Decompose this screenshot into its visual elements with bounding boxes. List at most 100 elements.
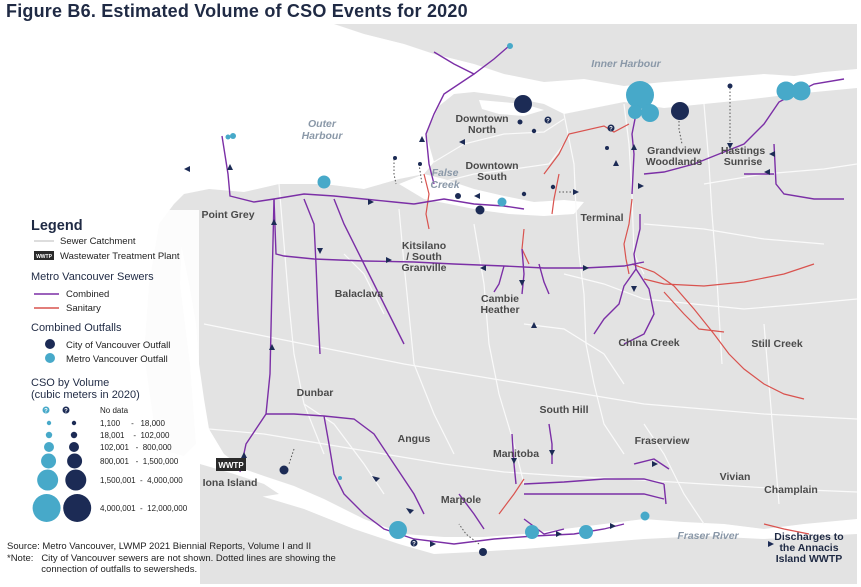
city-outfall-marker[interactable] [279, 465, 289, 475]
legend-volume-class-label: 18,001 - 102,000 [100, 431, 170, 440]
legend: Legend Sewer Catchment WWTP Wastewater T… [24, 210, 199, 540]
water-label-fraser-river: Fraser River [677, 530, 739, 542]
legend-sewer-catchment: Sewer Catchment [60, 236, 136, 247]
iona-island-land [200, 464, 279, 498]
city-outfall-marker[interactable] [475, 205, 485, 215]
water-label-false-creek: False Creek [430, 167, 460, 191]
metro-outfall-marker[interactable] [230, 133, 236, 139]
metro-outfall-marker[interactable] [641, 104, 659, 122]
metro-outfall-marker[interactable] [791, 81, 811, 101]
area-label-fraserview: Fraserview [635, 435, 691, 447]
area-label-hastings: Hastings Sunrise [721, 145, 766, 168]
metro-outfall-marker[interactable] [640, 511, 650, 521]
area-label-cambie: Cambie Heather [480, 293, 519, 316]
area-label-marpole: Marpole [441, 494, 481, 506]
area-label-champlain: Champlain [764, 484, 818, 496]
legend-volume-class: 102,001 - 800,000 [44, 442, 172, 452]
no-data-marker[interactable]: ? [607, 124, 615, 133]
wwtp-marker[interactable]: WWTP [216, 458, 246, 471]
metro-outfall-marker[interactable] [225, 134, 231, 140]
city-outfall-marker[interactable] [550, 184, 556, 190]
metro-outfall-marker[interactable] [497, 197, 507, 207]
source-line: *Note: City of Vancouver sewers are not … [7, 553, 336, 564]
coal-harbour-water [479, 100, 544, 116]
discharge-note-text: Discharges to the Annacis Island WWTP [774, 531, 843, 565]
metro-outfall-marker[interactable] [626, 81, 654, 109]
metro-outfall-marker[interactable] [338, 476, 342, 480]
city-outfall-marker[interactable] [531, 128, 537, 134]
map-canvas[interactable]: WWTP Downtown North Downtown South Grandview… [4, 24, 857, 584]
city-outfall-marker[interactable] [514, 95, 532, 113]
area-labels: Downtown North Downtown South Grandview Woodl… [201, 113, 817, 506]
legend-wwtp-badge: WWTP [36, 254, 52, 260]
water-label-outer-harbour: Outer Harbour [302, 118, 344, 142]
combined-sewers [221, 45, 845, 545]
legend-no-data-glyph: ? [44, 408, 48, 414]
outfall-markers[interactable] [225, 43, 811, 556]
legend-volume-class: 18,001 - 102,000 [45, 431, 170, 440]
city-outfall-marker[interactable] [605, 146, 609, 150]
area-label-manitoba: Manitoba [493, 448, 539, 460]
false-creek-water [399, 174, 584, 216]
no-data-glyph: ? [609, 126, 613, 132]
legend-combined: Combined [66, 289, 109, 300]
legend-no-data-glyph: ? [64, 408, 68, 414]
metro-outfall-marker[interactable] [317, 175, 331, 189]
metro-outfall-marker[interactable] [776, 81, 796, 101]
city-outfall-marker[interactable] [727, 83, 733, 89]
legend-metro-outfall: Metro Vancouver Outfall [66, 354, 168, 365]
legend-volume-class-label: 102,001 - 800,000 [100, 443, 172, 452]
area-label-grandview: Grandview Woodlands [646, 145, 703, 168]
map-frame[interactable]: WWTP Downtown North Downtown South Grandview… [4, 24, 857, 584]
city-outfall-marker[interactable] [418, 162, 422, 166]
legend-volume-class-label: 4,000,001 - 12,000,000 [100, 504, 188, 513]
metro-outfall-marker[interactable] [628, 105, 642, 119]
legend-volume-class: ?? No data [42, 406, 129, 415]
area-label-vivian: Vivian [720, 471, 751, 483]
legend-volume-class: 1,500,001 - 4,000,000 [37, 469, 183, 491]
legend-volume-class: 4,000,001 - 12,000,000 [32, 494, 188, 522]
legend-volume-class-label: No data [100, 406, 129, 415]
legend-volume-class-label: 800,001 - 1,500,000 [100, 457, 179, 466]
legend-volume-heading: CSO by Volume [31, 377, 109, 389]
area-label-dunbar: Dunbar [297, 387, 334, 399]
water-label-inner-harbour: Inner Harbour [591, 58, 661, 70]
metro-outfall-marker[interactable] [389, 521, 407, 539]
discharge-note: Discharges to the Annacis Island WWTP [774, 531, 843, 565]
city-outfall-marker[interactable] [393, 156, 397, 160]
legend-volume-class: 1,100 - 18,000 [46, 419, 165, 428]
no-data-marker[interactable]: ? [544, 116, 552, 125]
metro-outfall-marker[interactable] [507, 43, 513, 49]
city-outfall-marker[interactable] [671, 102, 689, 120]
water-labels: Inner Harbour Outer Harbour False Creek Frase… [302, 58, 740, 542]
sanitary-sewers [423, 123, 815, 535]
legend-volume-class-label: 1,100 - 18,000 [100, 419, 165, 428]
area-label-iona: Iona Island [203, 477, 258, 489]
legend-metro-sewers-heading: Metro Vancouver Sewers [31, 271, 154, 283]
legend-volume-subheading: (cubic meters in 2020) [31, 389, 140, 401]
area-label-balaclava: Balaclava [335, 288, 384, 300]
legend-sanitary: Sanitary [66, 303, 101, 314]
area-label-downtown-south: Downtown South [465, 160, 518, 183]
legend-volume-class-label: 1,500,001 - 4,000,000 [100, 476, 183, 485]
flow-arrows [184, 136, 775, 547]
city-outfall-marker[interactable] [521, 191, 527, 197]
wwtp-badge-text: WWTP [218, 461, 244, 470]
metro-outfall-marker[interactable] [525, 525, 539, 539]
metro-outfall-marker[interactable] [579, 525, 593, 539]
no-data-glyph: ? [546, 118, 550, 124]
source-line: Source: Metro Vancouver, LWMP 2021 Bienn… [7, 541, 311, 552]
page-title: Figure B6. Estimated Volume of CSO Event… [6, 1, 468, 21]
no-data-markers[interactable]: ??? [410, 116, 615, 548]
legend-heading: Legend [31, 218, 83, 234]
area-label-downtown-north: Downtown North [455, 113, 508, 136]
city-outfall-marker[interactable] [479, 548, 487, 556]
area-label-terminal: Terminal [581, 212, 624, 224]
vancouver-land [179, 88, 857, 537]
city-outfall-marker[interactable] [517, 119, 523, 125]
city-outfall-marker[interactable] [455, 193, 461, 199]
area-label-south-hill: South Hill [540, 404, 589, 416]
area-label-china-creek: China Creek [618, 337, 679, 349]
no-data-marker[interactable]: ? [410, 539, 418, 548]
area-label-still-creek: Still Creek [751, 338, 803, 350]
